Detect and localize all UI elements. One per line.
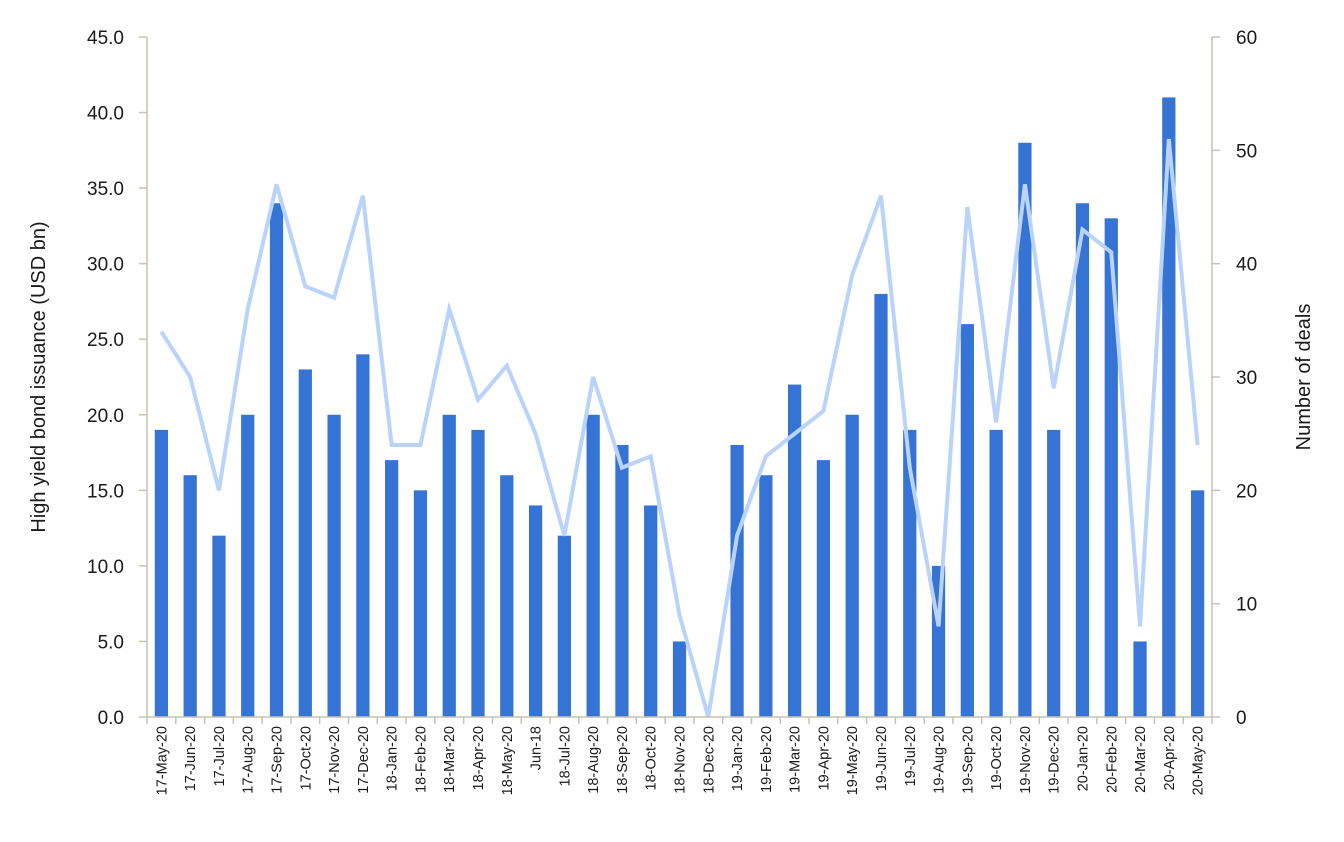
bar-19-Oct-20 bbox=[989, 429, 1003, 717]
x-tick-label: 20-May-20 bbox=[1191, 726, 1207, 795]
bar-18-May-20 bbox=[500, 475, 514, 717]
bar-18-Mar-20 bbox=[442, 414, 456, 717]
left-tick-label: 40.0 bbox=[87, 104, 124, 125]
x-tick-label: 19-Feb-20 bbox=[759, 726, 775, 793]
bar-19-Mar-20 bbox=[788, 384, 802, 717]
bar-19-Dec-20 bbox=[1047, 429, 1061, 717]
bar-17-Dec-20 bbox=[356, 354, 370, 717]
x-tick-label: 19-May-20 bbox=[845, 726, 861, 795]
bar-18-Nov-20 bbox=[672, 641, 687, 717]
x-tick-label: 17-Nov-20 bbox=[327, 726, 343, 794]
x-tick-label: 18-Jul-20 bbox=[557, 726, 573, 786]
deals-line bbox=[159, 138, 1200, 718]
x-tick-label: 20-Jan-20 bbox=[1075, 726, 1091, 791]
left-tick-label: 35.0 bbox=[87, 179, 124, 200]
right-axis-title: Number of deals bbox=[1293, 304, 1315, 451]
bar-18-Aug-20 bbox=[586, 414, 600, 717]
bar-17-May-20 bbox=[154, 429, 169, 717]
bar-19-Sep-20 bbox=[960, 324, 974, 717]
left-y-axis-ticks: 0.0 5.0 10.0 15.0 20.0 25.0 30.0 35.0 40.0 45.0 bbox=[87, 28, 147, 729]
bar-18-Oct-20 bbox=[644, 505, 658, 717]
x-tick-label: 18-May-20 bbox=[500, 726, 516, 795]
x-tick-label: 19-Nov-20 bbox=[1018, 726, 1034, 794]
bar-19-Jan-20 bbox=[730, 445, 744, 717]
x-tick-label: 19-Sep-20 bbox=[960, 726, 976, 794]
bar-19-Jul-20 bbox=[903, 429, 917, 717]
bar-19-Feb-20 bbox=[759, 475, 773, 717]
x-tick-label: 19-Jan-20 bbox=[730, 726, 746, 791]
x-tick-label: 19-Jul-20 bbox=[903, 726, 919, 786]
bar-18-Jan-20 bbox=[385, 460, 399, 717]
x-tick-label: 20-Mar-20 bbox=[1133, 726, 1149, 793]
bar-20-Apr-20 bbox=[1162, 97, 1176, 717]
bar-19-Jun-20 bbox=[874, 293, 888, 717]
bar-17-Nov-20 bbox=[327, 414, 341, 717]
right-tick-label: 20 bbox=[1236, 481, 1257, 502]
left-tick-label: 5.0 bbox=[98, 632, 124, 653]
x-tick-label: 17-Aug-20 bbox=[241, 726, 257, 794]
left-axis-title: High yield bond issuance (USD bn) bbox=[28, 221, 50, 532]
right-tick-label: 10 bbox=[1236, 595, 1257, 616]
x-tick-label: 20-Feb-20 bbox=[1104, 726, 1120, 793]
bar-17-Aug-20 bbox=[241, 414, 255, 717]
x-tick-label: 19-Mar-20 bbox=[788, 726, 804, 793]
bar-19-Apr-20 bbox=[816, 460, 831, 717]
x-tick-label: 18-Oct-20 bbox=[644, 726, 660, 790]
right-tick-label: 30 bbox=[1236, 368, 1257, 389]
x-tick-label: 19-Dec-20 bbox=[1047, 726, 1063, 794]
bar-17-Sep-20 bbox=[269, 203, 284, 718]
right-y-axis-ticks: 0 10 20 30 40 50 60 bbox=[1212, 28, 1257, 729]
x-tick-label: 18-Mar-20 bbox=[442, 726, 458, 793]
left-tick-label: 25.0 bbox=[87, 330, 124, 351]
bar-Jun-18 bbox=[528, 505, 543, 717]
x-tick-label: 20-Apr-20 bbox=[1162, 726, 1178, 790]
bar-19-Nov-20 bbox=[1018, 142, 1032, 717]
left-tick-label: 30.0 bbox=[87, 255, 124, 276]
right-tick-label: 40 bbox=[1236, 255, 1257, 276]
bar-18-Apr-20 bbox=[471, 429, 485, 717]
x-tick-label: Jun-18 bbox=[529, 726, 545, 770]
x-tick-label: 17-Oct-20 bbox=[298, 726, 314, 790]
x-tick-label: 18-Feb-20 bbox=[413, 726, 429, 793]
x-tick-label: 17-Jul-20 bbox=[212, 726, 228, 786]
bar-20-May-20 bbox=[1190, 490, 1205, 717]
x-tick-label: 18-Dec-20 bbox=[701, 726, 717, 794]
left-tick-label: 15.0 bbox=[87, 481, 124, 502]
x-tick-label: 18-Sep-20 bbox=[615, 726, 631, 794]
bar-20-Mar-20 bbox=[1133, 641, 1147, 717]
bar-17-Jul-20 bbox=[212, 535, 226, 717]
left-tick-label: 45.0 bbox=[87, 28, 124, 49]
bar-20-Jan-20 bbox=[1075, 203, 1090, 718]
x-tick-label: 19-Oct-20 bbox=[989, 726, 1005, 790]
left-tick-label: 20.0 bbox=[87, 406, 124, 427]
bar-19-Aug-20 bbox=[931, 565, 946, 717]
bar-20-Feb-20 bbox=[1104, 218, 1118, 717]
x-tick-label: 19-Jun-20 bbox=[874, 726, 890, 791]
right-tick-label: 60 bbox=[1236, 28, 1257, 49]
bar-18-Jul-20 bbox=[557, 535, 571, 717]
bar-18-Feb-20 bbox=[413, 490, 428, 717]
x-tick-label: 19-Aug-20 bbox=[932, 726, 948, 794]
x-tick-label: 17-May-20 bbox=[154, 726, 170, 795]
bar-18-Sep-20 bbox=[615, 445, 629, 717]
x-tick-label: 18-Aug-20 bbox=[586, 726, 602, 794]
x-tick-label: 18-Apr-20 bbox=[471, 726, 487, 790]
x-tick-label: 19-Apr-20 bbox=[816, 726, 832, 790]
bar-series-issuance bbox=[154, 97, 1205, 718]
right-tick-label: 50 bbox=[1236, 141, 1257, 162]
x-axis-ticks: 17-May-20 17-Jun-20 17-Jul-20 17-Aug-20 17-S… bbox=[146, 717, 1213, 795]
left-tick-label: 10.0 bbox=[87, 557, 124, 578]
x-tick-label: 18-Jan-20 bbox=[385, 726, 401, 791]
bar-19-May-20 bbox=[845, 414, 859, 717]
x-tick-label: 17-Sep-20 bbox=[270, 726, 286, 794]
line-series-deals bbox=[159, 138, 1200, 718]
right-tick-label: 0 bbox=[1236, 708, 1247, 729]
bar-17-Oct-20 bbox=[298, 369, 312, 717]
x-tick-label: 17-Dec-20 bbox=[356, 726, 372, 794]
x-tick-label: 17-Jun-20 bbox=[183, 726, 199, 791]
left-tick-label: 0.0 bbox=[98, 708, 124, 729]
bar-17-Jun-20 bbox=[183, 475, 197, 717]
x-tick-label: 18-Nov-20 bbox=[673, 726, 689, 794]
